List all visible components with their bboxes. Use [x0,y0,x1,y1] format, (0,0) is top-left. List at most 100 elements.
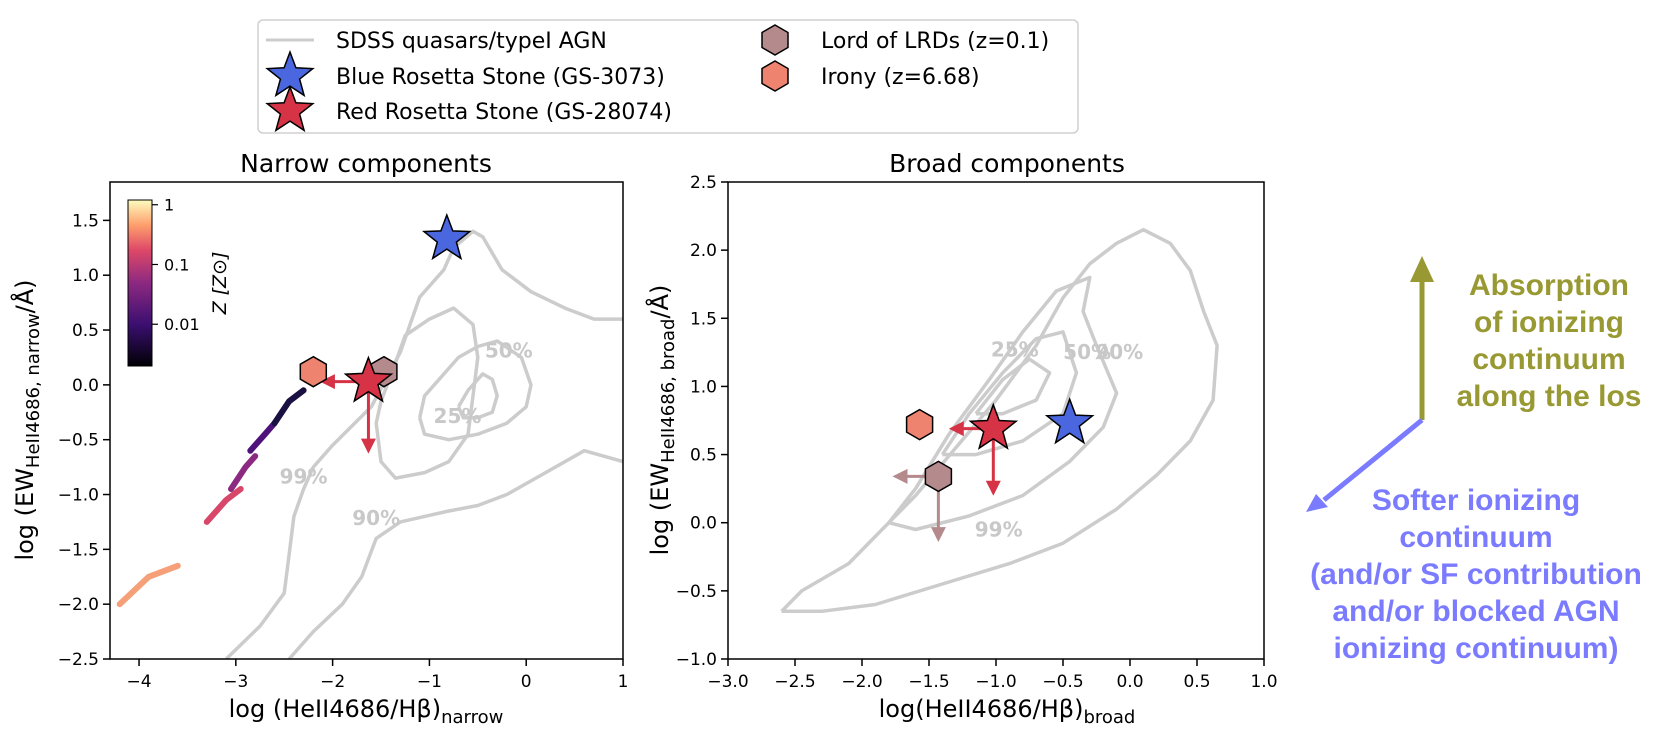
y-tick-label: −2.0 [58,595,99,615]
y-tick-label: −1.0 [676,650,717,670]
x-tick-label: −2 [320,672,345,692]
legend-label: Red Rosetta Stone (GS-28074) [336,100,672,125]
legend-label: Blue Rosetta Stone (GS-3073) [336,65,665,90]
x-tick-label: 0.5 [1183,672,1210,692]
absorption-line: of ionizing [1474,306,1624,339]
contour-label: 90% [352,506,400,530]
legend-marker-hexagon [761,60,789,92]
contour-label: 99% [975,517,1023,541]
absorption-line: Absorption [1469,269,1629,302]
y-tick-label: 0.5 [72,321,99,341]
metallicity-track [271,387,307,427]
legend-frame [257,19,1079,134]
x-tick-label: 0 [521,672,532,692]
narrow-ylabel: log (EWHeII4686, narrow/Å) [10,279,44,560]
narrow-metallicity-tracks [116,387,307,608]
narrow-axes-frame [109,181,624,660]
broad-points [905,397,1095,493]
contour-line [456,372,499,420]
data-point-hexagon [299,355,328,388]
legend: SDSS quasars/typeI AGN Blue Rosetta Stone… [257,19,1079,134]
colorbar-tick-label: 0.1 [164,255,189,274]
narrow-contours: 99% 90% 50% 25% [224,229,623,659]
y-tick-label: 0.0 [690,514,717,534]
contour-label: 99% [280,465,328,489]
x-tick-label: −1.0 [975,672,1016,692]
contour-line [780,227,1219,614]
narrow-points [299,212,472,403]
x-tick-label: 1.0 [1250,672,1277,692]
x-tick-label: −1 [417,672,442,692]
x-tick-label: −3 [223,672,248,692]
x-tick-label: −1.5 [908,672,949,692]
y-tick-label: 1.5 [72,211,99,231]
broad-ylabel: log (EWHeII4686, broad/Å) [645,285,679,556]
softer-line: Softer ionizing [1371,484,1581,517]
x-tick-label: 0.0 [1116,672,1143,692]
y-tick-label: 1.0 [72,266,99,286]
contour-line [974,357,1052,416]
x-tick-label: −3.0 [707,672,748,692]
colorbar-tick-label: 1 [164,196,174,215]
y-tick-label: −1.0 [58,486,99,506]
softer-line: and/or blocked AGN [1332,595,1620,628]
absorption-arrow-head [1410,256,1434,282]
y-tick-label: 2.0 [690,241,717,261]
softer-arrow-shaft [1322,418,1424,502]
legend-label: Lord of LRDs (z=0.1) [821,29,1049,54]
contour-line [287,448,623,659]
y-tick-label: 2.5 [690,173,717,193]
data-point-star [343,355,394,403]
broad-ticks: −3.0 −2.5 −2.0 −1.5 −1.0 −0.5 0.0 0.5 1.0 −1.0 −0.… [676,173,1278,692]
broad-panel: Broad components 99% 90%50% 25% −3.0 −2.5 −2… [645,149,1278,728]
softer-line: (and/or SF contribution [1310,558,1642,591]
contour-line [940,330,1079,457]
colorbar-gradient [127,199,153,367]
annotation-arrows [1306,256,1434,512]
contour-line [417,339,533,442]
data-point-hexagon [905,408,934,441]
absorption-annotation: Absorption of ionizing continuum along t… [1434,267,1664,415]
x-tick-label: −2.5 [774,672,815,692]
x-tick-label: −0.5 [1042,672,1083,692]
data-point-star [968,402,1019,450]
y-tick-label: 0.0 [72,376,99,396]
broad-contours: 99% 90%50% 25% [780,227,1219,614]
colorbar-label: Z [Z⊙] [209,252,231,316]
metallicity-track [247,420,278,454]
data-point-hexagon [924,460,953,493]
narrow-xlabel: log (HeII4686/Hβ)narrow [229,695,504,728]
metallicity-colorbar: 1 0.1 0.01 Z [Z⊙] [127,196,231,367]
metallicity-track [116,562,181,608]
legend-marker-star [265,84,315,133]
y-tick-label: −2.5 [58,650,99,670]
x-tick-label: 1 [618,672,629,692]
legend-label: SDSS quasars/typeI AGN [336,29,607,54]
softer-line: ionizing continuum) [1333,632,1619,665]
x-tick-label: −2.0 [841,672,882,692]
narrow-panel: Narrow components 99%90%50%25% 10.10.01Z… [10,149,628,728]
y-tick-label: −0.5 [58,431,99,451]
absorption-line: along the los [1456,380,1642,413]
softer-line: continuum [1399,521,1553,554]
narrow-ticks: −4 −3 −2 −1 0 1 −2.5 −2.0 −1.5 −1.0 −0.5 0.0 0.5 1.0 1… [58,211,629,692]
broad-title: Broad components [889,149,1125,178]
y-tick-label: 1.0 [690,377,717,397]
softer-annotation: Softer ionizing continuum (and/or SF con… [1296,482,1656,667]
contour-label: 90% [1095,340,1143,364]
legend-label: Irony (z=6.68) [821,65,980,90]
x-tick-label: −4 [127,672,152,692]
softer-arrow-head [1306,494,1328,512]
y-tick-label: −0.5 [676,582,717,602]
contour-line [224,229,623,659]
contour-label: 50% [1063,340,1111,364]
colorbar-tick-label: 0.01 [164,315,200,334]
data-point-star [1044,397,1095,445]
y-tick-label: 1.5 [690,309,717,329]
y-tick-label: 0.5 [690,446,717,466]
absorption-line: continuum [1472,343,1626,376]
contour-label: 25% [991,337,1039,361]
legend-marker-hexagon [761,24,789,56]
data-point-star [421,212,472,261]
